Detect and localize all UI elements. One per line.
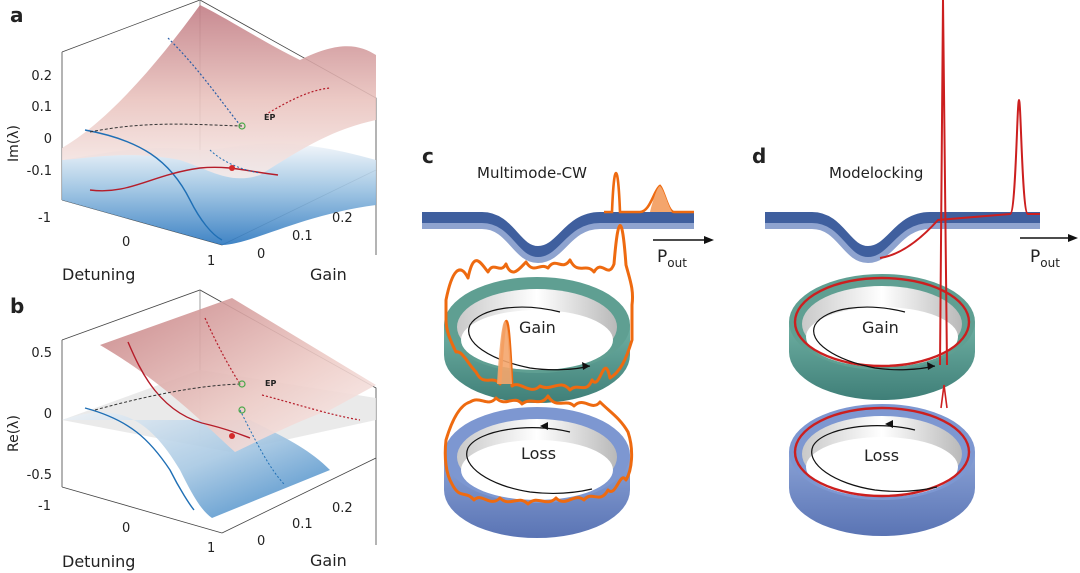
gain-label-b: Gain <box>310 551 347 570</box>
gain-ring-label-d: Gain <box>862 318 899 337</box>
svg-text:-0.5: -0.5 <box>27 468 52 483</box>
ep-marker-b <box>238 380 246 388</box>
cw-field-ring-loss <box>443 394 634 506</box>
lower-sheet-a <box>62 143 376 245</box>
svg-text:0.1: 0.1 <box>292 229 313 244</box>
panel-d: d Modelocking Gain Loss Pout <box>752 0 1078 536</box>
red-curve-a <box>89 166 279 192</box>
svg-text:0.2: 0.2 <box>332 501 353 516</box>
xlabel-b: Detuning <box>62 552 135 571</box>
loss-arrow-head-c <box>540 422 548 430</box>
pout-label-d: Pout <box>1030 247 1060 270</box>
loss-ring-label-d: Loss <box>864 446 899 465</box>
panel-a: a EP 0.2 0.1 0 -0.1 Im(λ) - <box>6 0 377 284</box>
svg-text:0: 0 <box>257 534 265 549</box>
modelock-field-waveguide <box>879 98 1040 259</box>
red-dotted-a <box>264 87 331 116</box>
gain-ring-c <box>444 277 630 403</box>
red-point-a <box>229 165 235 171</box>
x-ticks-a: -1 0 1 <box>38 211 215 269</box>
blue-dotted2-a <box>209 149 261 174</box>
loss-circulation-arrow-d <box>811 425 938 493</box>
lower-sheet-b <box>62 412 330 518</box>
gain-ticks-b: 0 0.1 0.2 <box>257 501 353 549</box>
modelock-pulse-loss <box>940 384 948 409</box>
z-ticks-b: 0.5 0 -0.5 <box>27 346 52 483</box>
svg-text:0: 0 <box>44 407 52 422</box>
cw-peak-fill <box>650 186 672 212</box>
ylabel-b: Re(λ) <box>6 415 22 452</box>
modelock-field-gain-ring <box>793 276 971 368</box>
svg-text:0: 0 <box>122 235 130 250</box>
cw-ring-peak-fill <box>497 321 512 384</box>
svg-text:0.1: 0.1 <box>292 517 313 532</box>
svg-text:1: 1 <box>207 541 215 556</box>
svg-text:0: 0 <box>257 247 265 262</box>
z-ticks-a: 0.2 0.1 0 -0.1 <box>27 69 52 179</box>
gain-arrow-head-c <box>582 362 590 370</box>
gain-label-a: Gain <box>310 265 347 284</box>
waveguide-c <box>422 212 694 259</box>
gain-arrow-head-d <box>927 362 935 370</box>
panel-d-label: d <box>752 144 766 168</box>
panel-d-title: Modelocking <box>829 164 923 182</box>
svg-text:0.5: 0.5 <box>31 346 52 361</box>
loss-arrow-head-d <box>885 420 893 428</box>
red-point-b <box>229 433 235 439</box>
panel-c-label: c <box>422 144 434 168</box>
waveguide-c-side <box>422 223 694 264</box>
pout-arrowhead-d <box>1068 234 1078 242</box>
svg-text:0.2: 0.2 <box>31 69 52 84</box>
upper-sheet-b <box>100 298 376 452</box>
svg-text:0.2: 0.2 <box>332 211 353 226</box>
gain-circulation-arrow-c <box>468 306 591 371</box>
x-ticks-b: -1 0 1 <box>38 499 215 556</box>
loss-circulation-arrow-c <box>466 427 593 495</box>
ep-marker2-b <box>238 406 246 414</box>
svg-text:-1: -1 <box>38 211 51 226</box>
gain-ring-label-c: Gain <box>519 318 556 337</box>
blue-dotted-b <box>239 409 286 486</box>
ep-label-b: EP <box>265 379 276 388</box>
upper-sheet-a <box>62 5 376 179</box>
pout-label-c: Pout <box>657 247 687 270</box>
red-curve-b <box>127 341 251 439</box>
black-dashed-a <box>89 123 243 133</box>
ep-label-a: EP <box>264 113 275 122</box>
modelock-pulse-gain <box>939 0 948 366</box>
blue-curve-a <box>84 129 223 241</box>
panel-b: b EP 0.5 0 -0.5 Re(λ) -1 0 <box>6 289 377 571</box>
panel-c-title: Multimode-CW <box>477 164 587 182</box>
gain-circulation-arrow-d <box>813 306 936 371</box>
xlabel-a: Detuning <box>62 265 135 284</box>
modelock-field-loss-ring <box>793 406 971 498</box>
blue-curve-b <box>84 407 195 511</box>
ep-marker-a <box>238 122 246 130</box>
black-dashed-b <box>94 383 243 411</box>
pout-arrowhead-c <box>704 236 714 244</box>
svg-text:-1: -1 <box>38 499 51 514</box>
panel-c: c Multimode-CW Gain Loss <box>422 144 714 538</box>
loss-ring-c <box>444 407 630 538</box>
gain-ticks-a: 0 0.1 0.2 <box>257 211 353 262</box>
svg-text:-0.1: -0.1 <box>27 164 52 179</box>
cw-field-waveguide <box>604 172 694 214</box>
waveguide-d-side <box>765 223 1040 264</box>
panel-b-label: b <box>10 294 24 318</box>
waveguide-d <box>765 212 1040 259</box>
red-dotted-b <box>261 394 361 421</box>
panel-a-label: a <box>10 3 24 27</box>
svg-text:0.1: 0.1 <box>31 100 52 115</box>
svg-text:1: 1 <box>207 254 215 269</box>
loss-ring-label-c: Loss <box>521 444 556 463</box>
svg-text:0: 0 <box>44 132 52 147</box>
ylabel-a: Im(λ) <box>6 125 22 162</box>
gain-ring-d <box>789 274 975 400</box>
svg-text:0: 0 <box>122 521 130 536</box>
blue-dotted-a <box>167 37 241 126</box>
